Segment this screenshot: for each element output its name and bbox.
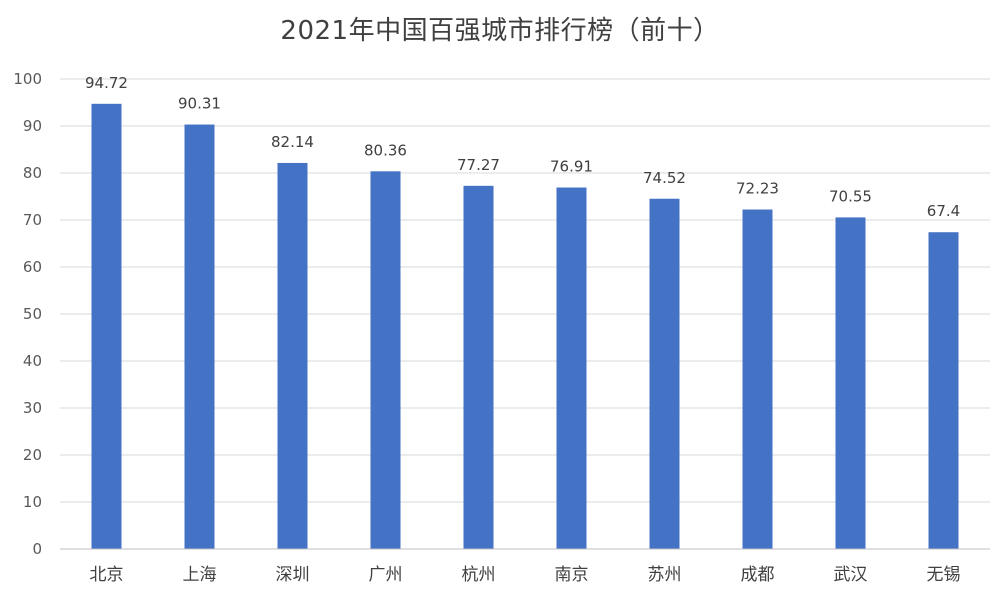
y-tick-label: 100 (13, 70, 42, 88)
data-label-8: 70.55 (829, 187, 872, 205)
category-label-0: 北京 (90, 565, 124, 585)
category-label-2: 深圳 (276, 565, 310, 585)
bar-7 (742, 209, 773, 550)
category-label-8: 武汉 (834, 565, 868, 585)
bar-2 (277, 162, 308, 549)
y-tick-label: 50 (23, 305, 42, 323)
y-tick-label: 20 (23, 446, 42, 464)
data-labels: 94.72 90.31 82.14 80.36 77.27 76.91 74.52 72.23… (85, 74, 960, 220)
category-label-7: 成都 (741, 565, 775, 585)
y-tick-label: 80 (23, 164, 42, 182)
chart-title: 2021年中国百强城市排行榜（前十） (280, 16, 720, 46)
bars (91, 103, 959, 550)
data-label-9: 67.4 (927, 202, 960, 220)
grid-lines (60, 78, 990, 503)
y-tick-label: 40 (23, 352, 42, 370)
bar-4 (463, 185, 494, 549)
bar-0 (91, 103, 122, 549)
bar-6 (649, 198, 680, 550)
category-label-3: 广州 (369, 565, 403, 585)
y-tick-label: 60 (23, 258, 42, 276)
x-axis-category-labels: 北京 上海 深圳 广州 杭州 南京 苏州 成都 武汉 无锡 (90, 565, 961, 585)
y-tick-label: 0 (32, 540, 42, 558)
bar-3 (370, 171, 401, 550)
data-label-6: 74.52 (643, 169, 686, 187)
y-tick-label: 30 (23, 399, 42, 417)
data-label-1: 90.31 (178, 95, 221, 113)
y-tick-label: 10 (23, 493, 42, 511)
y-tick-label: 70 (23, 211, 42, 229)
data-label-3: 80.36 (364, 141, 407, 159)
bar-9 (928, 232, 959, 549)
bar-8 (835, 217, 866, 550)
category-label-9: 无锡 (927, 565, 961, 585)
bar-5 (556, 187, 587, 549)
y-tick-label: 90 (23, 117, 42, 135)
category-label-1: 上海 (183, 565, 217, 585)
y-axis-tick-labels: 0 10 20 30 40 50 60 70 80 90 100 (13, 70, 42, 558)
data-label-2: 82.14 (271, 133, 314, 151)
data-label-5: 76.91 (550, 158, 593, 176)
data-label-4: 77.27 (457, 156, 500, 174)
data-label-7: 72.23 (736, 180, 779, 198)
category-label-4: 杭州 (462, 565, 496, 585)
bar-1 (184, 124, 215, 549)
category-label-5: 南京 (555, 565, 589, 585)
data-label-0: 94.72 (85, 74, 128, 92)
category-label-6: 苏州 (648, 565, 682, 585)
